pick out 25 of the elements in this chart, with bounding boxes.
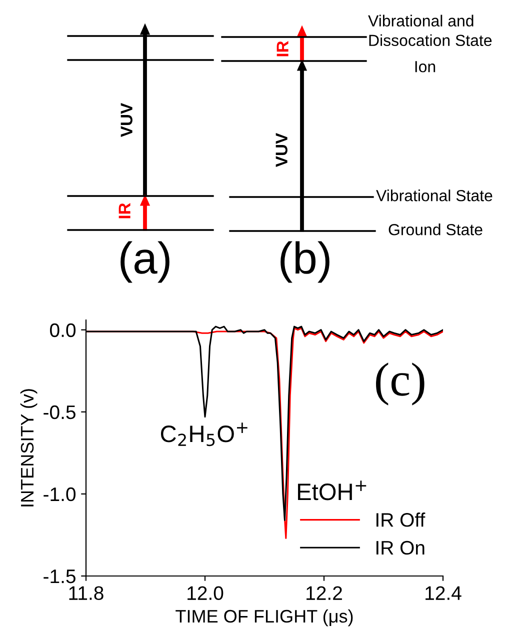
x-axis-title: TIME OF FLIGHT (μs) [176,609,353,626]
text: VUV [120,102,132,138]
legend-label: IR On [376,540,424,555]
annotation: EtOH$^{+}$ [298,480,366,500]
text: (a) [120,241,170,283]
text: Vibrational State [376,190,492,202]
y-tick-label: -1.5 [44,570,76,584]
y-axis-title: INTENSITY (v) [20,389,38,506]
y-tick-label: -0.5 [44,405,76,420]
y-tick-label: 0.0 [50,323,76,338]
x-tick-label: 12.0 [188,586,224,600]
x-tick-label: 12.4 [426,586,462,600]
text: Ground State [388,224,482,236]
text: Ion [415,61,436,72]
annotation: (c) [376,362,424,406]
x-tick-label: 11.8 [69,586,104,600]
legend-label: IR Off [376,512,426,527]
x-tick-label: 12.2 [306,586,342,600]
text: VUV [276,132,288,168]
text: Vibrational and Dissocation State [368,14,492,46]
annotation: C$_{2}$H$_{5}$O$^{+}$ [160,422,248,446]
text: IR [276,41,288,56]
y-tick-label: -1.0 [44,487,76,502]
text: IR [118,203,130,218]
text: (b) [280,241,330,283]
